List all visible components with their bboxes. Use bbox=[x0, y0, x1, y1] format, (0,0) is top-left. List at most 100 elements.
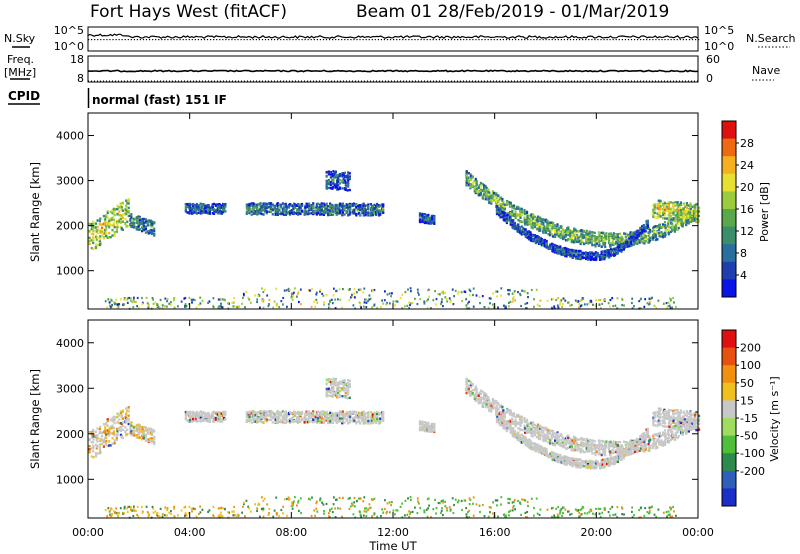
nsearch-point bbox=[350, 39, 352, 41]
power-clutter-cell bbox=[399, 296, 402, 300]
velocity-echo-cell bbox=[112, 430, 115, 433]
nsearch-point bbox=[347, 39, 349, 41]
power-echo-cell bbox=[689, 207, 693, 210]
velocity-echo-cell bbox=[192, 410, 195, 414]
power-clutter-cell bbox=[310, 305, 313, 308]
nsearch-point bbox=[508, 39, 511, 41]
power-clutter-cell bbox=[550, 298, 553, 301]
power-echo-cell bbox=[513, 225, 516, 228]
power-echo-cell bbox=[636, 231, 639, 234]
power-echo-cell bbox=[664, 208, 667, 212]
velocity-echo-cell bbox=[130, 429, 133, 433]
power-echo-cell bbox=[634, 236, 637, 240]
nsearch-point bbox=[170, 39, 172, 41]
power-echo-cell bbox=[214, 210, 217, 213]
power-echo-cell bbox=[630, 242, 633, 245]
power-echo-cell bbox=[517, 207, 520, 210]
power-echo-cell bbox=[577, 253, 580, 256]
power-echo-cell bbox=[670, 218, 673, 221]
power-clutter-cell bbox=[311, 287, 313, 290]
power-echo-cell bbox=[119, 217, 122, 220]
power-echo-cell bbox=[644, 230, 647, 233]
velocity-echo-cell bbox=[133, 433, 136, 437]
nsearch-point bbox=[414, 39, 416, 41]
power-echo-cell bbox=[477, 186, 480, 190]
power-echo-cell bbox=[127, 211, 130, 214]
velocity-echo-cell bbox=[90, 433, 93, 436]
power-echo-cell bbox=[332, 175, 335, 178]
nsearch-point bbox=[267, 39, 270, 41]
velocity-echo-cell bbox=[90, 431, 93, 434]
nsearch-point bbox=[216, 39, 218, 41]
nsearch-point bbox=[493, 39, 495, 41]
nsearch-label: N.Search bbox=[746, 32, 796, 45]
power-echo-cell bbox=[493, 191, 496, 195]
power-echo-cell bbox=[543, 241, 546, 245]
power-echo-cell bbox=[149, 221, 152, 224]
power-echo-cell bbox=[99, 241, 102, 245]
nsearch-point bbox=[615, 39, 617, 41]
noise-traces bbox=[87, 33, 700, 41]
power-clutter-cell bbox=[245, 290, 248, 293]
power-echo-cell bbox=[121, 228, 124, 231]
power-echo-cell bbox=[431, 217, 434, 221]
power-echo-cell bbox=[638, 239, 641, 242]
power-echo-cell bbox=[517, 230, 520, 233]
power-echo-cell bbox=[545, 246, 548, 249]
power-echo-cell bbox=[528, 233, 531, 237]
velocity-echo-cell bbox=[195, 413, 198, 416]
power-clutter-cell bbox=[526, 292, 529, 295]
power-echo-cell bbox=[608, 254, 611, 257]
power-echo-cell bbox=[184, 210, 187, 213]
power-echo-cell bbox=[592, 252, 595, 256]
power-clutter-cell bbox=[369, 297, 372, 300]
power-echo-cell bbox=[611, 248, 614, 252]
power-echo-cell bbox=[281, 207, 284, 210]
power-clutter-cell bbox=[191, 301, 193, 304]
power-echo-cell bbox=[344, 175, 347, 178]
power-clutter-cell bbox=[254, 294, 256, 297]
power-echo-cell bbox=[485, 191, 488, 194]
nsearch-point bbox=[307, 39, 309, 41]
power-echo-cell bbox=[120, 208, 123, 211]
power-echo-cell bbox=[498, 213, 501, 216]
velocity-echo-cell bbox=[260, 413, 263, 417]
power-echo-cell bbox=[108, 222, 111, 225]
power-echo-cell bbox=[657, 211, 660, 214]
power-echo-cell bbox=[216, 207, 219, 210]
power-echo-cell bbox=[216, 209, 219, 212]
power-echo-cell bbox=[262, 203, 265, 206]
power-clutter-cell bbox=[116, 303, 119, 306]
power-echo-cell bbox=[150, 225, 153, 228]
power-echo-cell bbox=[118, 219, 121, 222]
power-echo-cell bbox=[664, 217, 667, 220]
nsearch-point bbox=[542, 39, 544, 41]
power-echo-cell bbox=[676, 212, 679, 215]
power-echo-cell bbox=[606, 251, 609, 255]
power-echo-cell bbox=[470, 178, 473, 181]
velocity-echo-cell bbox=[92, 441, 95, 444]
power-clutter-cell bbox=[217, 298, 220, 301]
power-clutter-cell bbox=[257, 294, 260, 297]
power-clutter-cell bbox=[655, 306, 658, 309]
velocity-echo-cell bbox=[200, 414, 203, 417]
power-echo-cell bbox=[507, 213, 510, 216]
power-echo-cell bbox=[643, 229, 646, 232]
power-echo-cell bbox=[678, 212, 681, 216]
velocity-echo-cell bbox=[218, 420, 221, 423]
noise-tick-right-bottom: 10^0 bbox=[704, 40, 734, 53]
power-echo-cell bbox=[338, 187, 341, 190]
power-clutter-cell bbox=[280, 300, 283, 303]
power-clutter-cell bbox=[612, 305, 615, 308]
nsearch-point bbox=[667, 39, 669, 41]
velocity-echo-cell bbox=[208, 418, 211, 421]
power-echo-cell bbox=[604, 238, 607, 241]
power-clutter-cell bbox=[194, 299, 197, 302]
velocity-echo-cell bbox=[141, 438, 144, 441]
power-echo-cell bbox=[341, 187, 344, 190]
power-echo-cell bbox=[666, 217, 669, 220]
power-echo-cell bbox=[693, 217, 696, 221]
nsearch-point bbox=[576, 39, 578, 41]
